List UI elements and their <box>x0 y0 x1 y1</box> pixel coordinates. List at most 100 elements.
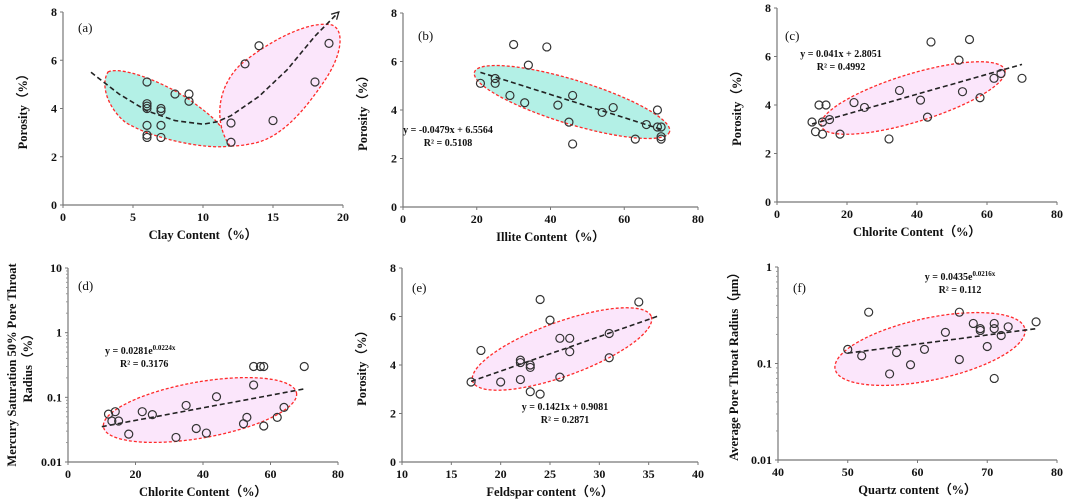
data-point <box>555 333 565 343</box>
panel-a: 0 5 10 15 20 0 2 4 6 8 Clay Content（%） Porosity（%） (… <box>15 5 349 242</box>
data-point <box>142 120 152 130</box>
data-point <box>509 39 519 50</box>
data-point <box>272 412 282 422</box>
data-point <box>211 392 222 402</box>
data-point <box>279 402 289 412</box>
y-tick-label: 0.01 <box>41 455 62 469</box>
y-tick-label: 4 <box>391 103 397 117</box>
data-point <box>964 34 975 45</box>
y-tick-label: 2 <box>390 407 396 421</box>
data-point <box>254 41 264 51</box>
data-point <box>630 134 640 144</box>
data-point <box>110 407 120 417</box>
data-point <box>1017 73 1027 83</box>
y-axis-title: Porosity（%） <box>15 68 30 150</box>
data-point <box>553 100 563 110</box>
x-tick-label: 0 <box>774 207 780 221</box>
x-tick-label: 80 <box>692 212 704 226</box>
data-point <box>142 77 152 87</box>
data-point <box>954 307 964 317</box>
x-tick-label: 40 <box>545 212 557 226</box>
data-point <box>814 100 824 110</box>
x-tick-label: 50 <box>842 465 854 479</box>
data-point <box>156 132 166 143</box>
fit-equation: y = 0.0435e0.0216x <box>925 270 996 283</box>
x-tick-label: 0 <box>60 210 66 224</box>
x-tick-label: 0 <box>400 212 406 226</box>
fit-equation-text: y = -0.0479x + 6.5564 <box>403 125 493 136</box>
x-tick-label: 20 <box>337 210 349 224</box>
y-tick-label: 6 <box>51 53 57 67</box>
data-point <box>505 90 515 101</box>
panel-label: (b) <box>418 28 433 43</box>
data-point <box>184 89 194 99</box>
x-tick-label: 80 <box>1051 465 1063 479</box>
data-point <box>835 129 845 139</box>
panel-b: 0 20 40 60 80 0 2 4 6 8 Illite Content（%） Porosity（… <box>355 6 704 244</box>
data-point <box>957 87 968 97</box>
y-tick-label: 4 <box>51 102 57 116</box>
data-point <box>525 387 535 397</box>
fit-equation: y = 0.041x + 2.8051 <box>800 49 881 60</box>
data-point <box>142 101 152 111</box>
y-axis-title: Average Pore Throat Radius（μm） <box>726 266 741 461</box>
data-point <box>475 78 486 88</box>
y-axis-title: Porosity（%） <box>355 69 370 151</box>
y-tick-label: 8 <box>765 1 771 15</box>
data-point <box>1003 322 1013 332</box>
data-point <box>568 139 578 149</box>
data-point <box>142 99 152 109</box>
data-point <box>107 416 117 426</box>
data-point <box>156 120 166 130</box>
data-point <box>515 374 526 385</box>
data-point <box>226 118 236 128</box>
data-point <box>523 60 533 70</box>
data-point <box>989 373 999 384</box>
data-point <box>843 344 853 354</box>
panel-c: 0 20 40 60 80 0 2 4 6 8 Chlorite Content（%） Porosit… <box>729 1 1063 239</box>
x-tick-label: 60 <box>265 467 277 481</box>
data-point <box>608 102 618 113</box>
y-axis-title-line2: Radius（%） <box>20 327 35 402</box>
panel-label: (e) <box>412 280 426 295</box>
cluster-ellipse <box>834 311 1026 387</box>
x-tick-label: 20 <box>495 467 507 481</box>
panel-label: (c) <box>785 28 799 43</box>
x-axis-title: Quartz content（%） <box>858 482 976 497</box>
data-point <box>564 117 574 127</box>
data-point <box>656 134 666 144</box>
data-point <box>545 315 555 325</box>
y-tick-label: 1 <box>766 260 772 274</box>
fit-equation-text: y = 0.0435e <box>925 272 973 283</box>
data-point <box>989 318 999 329</box>
data-point <box>268 115 278 126</box>
data-point <box>821 100 831 110</box>
data-point <box>859 102 870 113</box>
panel-label: (d) <box>78 278 93 293</box>
data-point <box>996 68 1006 79</box>
data-point <box>255 361 265 372</box>
data-point <box>968 318 978 329</box>
data-point <box>954 55 964 65</box>
x-tick-label: 15 <box>445 467 457 481</box>
x-tick-label: 20 <box>130 467 142 481</box>
trend-arrow-icon <box>330 11 340 20</box>
y-tick-label: 0 <box>391 200 397 214</box>
data-point <box>520 98 530 108</box>
data-point <box>191 423 201 434</box>
panel-label: (a) <box>78 20 92 35</box>
x-tick-label: 80 <box>332 467 344 481</box>
y-tick-label: 8 <box>391 6 397 20</box>
data-point <box>656 122 666 132</box>
data-point <box>184 96 194 106</box>
data-point <box>634 297 644 307</box>
data-point <box>555 372 565 382</box>
y-tick-label: 6 <box>765 50 771 64</box>
data-point <box>940 327 951 338</box>
fit-r-squared: R² = 0.5108 <box>424 138 472 149</box>
fit-equation-text: y = 0.1421x + 0.9081 <box>522 402 608 413</box>
x-tick-label: 80 <box>1051 207 1063 221</box>
x-tick-label: 70 <box>981 465 993 479</box>
data-point <box>515 357 526 368</box>
x-tick-label: 40 <box>772 465 784 479</box>
